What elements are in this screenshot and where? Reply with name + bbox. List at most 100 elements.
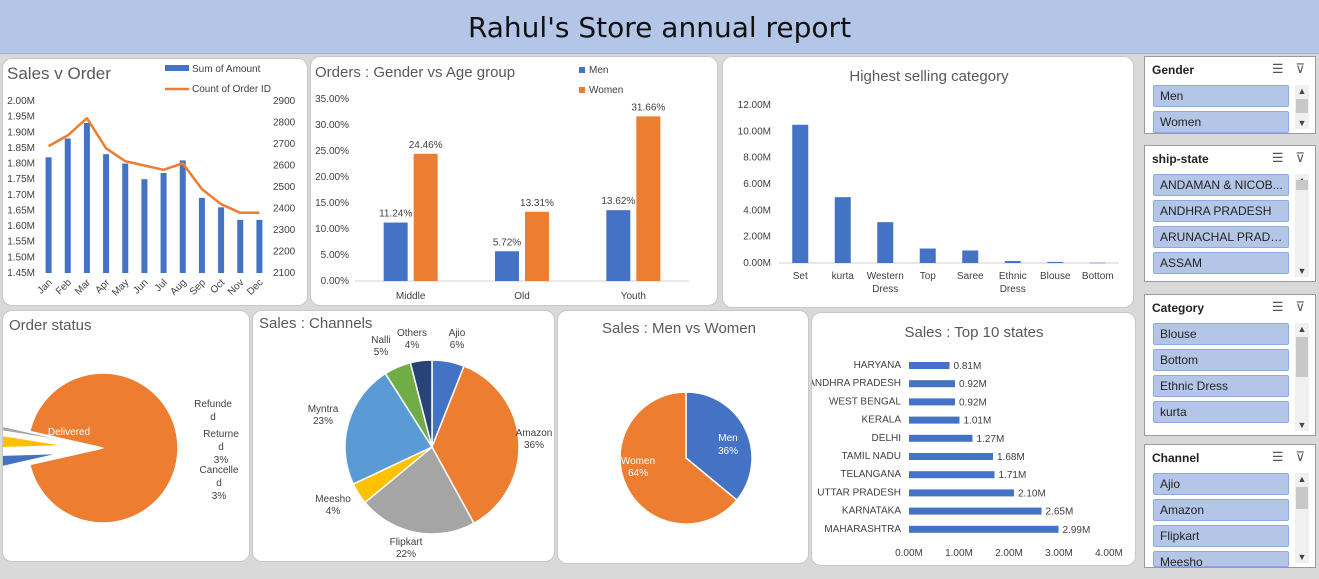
slicer-item[interactable]: Men bbox=[1153, 85, 1289, 107]
data-label: 31.66% bbox=[631, 102, 665, 113]
slicer-item[interactable]: Women bbox=[1153, 111, 1289, 133]
scroll-thumb[interactable] bbox=[1296, 487, 1308, 509]
y-tick: 25.00% bbox=[315, 146, 349, 157]
chart-title: Highest selling category bbox=[849, 68, 1009, 85]
clear-filter-icon[interactable]: ⊽ bbox=[1295, 150, 1305, 165]
slice-label-others: Others bbox=[397, 328, 427, 339]
gender-age-chart: Orders : Gender vs Age group Men Women 0.00… bbox=[310, 56, 718, 306]
chart-title: Orders : Gender vs Age group bbox=[315, 64, 515, 81]
slicer-toolbar: ☰ ⊽ bbox=[1260, 449, 1305, 465]
scroll-down-icon[interactable]: ▼ bbox=[1297, 266, 1307, 276]
slicer-title: ship-state bbox=[1152, 152, 1209, 166]
scroll-thumb[interactable] bbox=[1296, 99, 1308, 113]
slice-pct: 22% bbox=[396, 549, 416, 560]
clear-filter-icon[interactable]: ⊽ bbox=[1295, 299, 1305, 314]
clear-filter-icon[interactable]: ⊽ bbox=[1295, 449, 1305, 464]
slicer-item[interactable]: Amazon bbox=[1153, 499, 1289, 521]
clear-filter-icon[interactable]: ⊽ bbox=[1295, 61, 1305, 76]
bar-amount bbox=[122, 163, 129, 273]
x-tick: Dec bbox=[245, 277, 265, 297]
bar-state bbox=[909, 507, 1042, 515]
y-tick-left: 1.45M bbox=[7, 268, 35, 279]
legend-label-orders: Count of Order ID bbox=[192, 84, 271, 95]
report-title: Rahul's Store annual report bbox=[467, 11, 852, 44]
slice-label-myntra: Myntra bbox=[308, 404, 339, 415]
scroll-thumb[interactable] bbox=[1296, 180, 1308, 190]
slicer-item[interactable]: Ethnic Dress bbox=[1153, 375, 1289, 397]
slicer-item[interactable]: ARUNACHAL PRADESH bbox=[1153, 226, 1289, 248]
slicer-toolbar: ☰ ⊽ bbox=[1260, 299, 1305, 315]
scroll-up-icon[interactable]: ▲ bbox=[1297, 324, 1307, 334]
bar-amount bbox=[83, 122, 90, 274]
slicer-title: Channel bbox=[1152, 451, 1200, 465]
slice-label-flipkart: Flipkart bbox=[390, 537, 423, 548]
slicer-item[interactable]: Meesho bbox=[1153, 551, 1289, 567]
scroll-down-icon[interactable]: ▼ bbox=[1297, 118, 1307, 128]
scroll-down-icon[interactable]: ▼ bbox=[1297, 552, 1307, 562]
x-tick: Dress bbox=[1000, 284, 1026, 295]
y-tick-right: 2500 bbox=[273, 182, 296, 193]
pie-slice-refunded bbox=[3, 425, 76, 444]
multi-select-icon[interactable]: ☰ bbox=[1271, 150, 1284, 165]
slice-label-men: Men bbox=[718, 433, 737, 444]
slicer-item[interactable]: Bottom bbox=[1153, 349, 1289, 371]
y-tick-left: 1.95M bbox=[7, 112, 35, 123]
data-label: 13.62% bbox=[601, 196, 635, 207]
slicer-scrollbar[interactable]: ▲▼ bbox=[1295, 473, 1309, 563]
slicer-scrollbar[interactable]: ▲▼ bbox=[1295, 174, 1309, 277]
data-label: 13.31% bbox=[520, 198, 554, 209]
slicer-item[interactable]: Blouse bbox=[1153, 323, 1289, 345]
legend-label: Women bbox=[589, 85, 623, 96]
pie-slice-returned bbox=[3, 434, 68, 449]
slice-label: d bbox=[210, 412, 216, 423]
slicer-item[interactable]: ANDHRA PRADESH bbox=[1153, 200, 1289, 222]
multi-select-icon[interactable]: ☰ bbox=[1271, 449, 1284, 464]
category-chart: Highest selling category 0.00M 2.00M 4.00M 6… bbox=[722, 56, 1134, 308]
bar-women bbox=[636, 116, 661, 281]
scroll-up-icon[interactable]: ▲ bbox=[1297, 86, 1307, 96]
bar-men bbox=[606, 210, 631, 281]
y-tick-left: 1.50M bbox=[7, 252, 35, 263]
y-tick: 30.00% bbox=[315, 120, 349, 131]
scroll-up-icon[interactable]: ▲ bbox=[1297, 474, 1307, 484]
bar-men bbox=[495, 251, 519, 281]
x-tick: Mar bbox=[73, 277, 93, 297]
bar-men bbox=[383, 222, 408, 281]
channels-chart: Sales : Channels Ajio 6% Amazon 36% Flipkart 2… bbox=[252, 310, 555, 562]
y-tick-left: 1.85M bbox=[7, 143, 35, 154]
bar-category bbox=[919, 248, 936, 263]
slice-pct: 6% bbox=[450, 340, 465, 351]
x-tick: 4.00M bbox=[1095, 548, 1123, 559]
data-label: 0.92M bbox=[959, 397, 987, 408]
scroll-thumb[interactable] bbox=[1296, 337, 1308, 377]
slicer-item[interactable]: kurta bbox=[1153, 401, 1289, 423]
bar-state bbox=[909, 380, 955, 388]
pie-slice-amazon bbox=[431, 365, 520, 525]
slicer-item[interactable]: ASSAM bbox=[1153, 252, 1289, 274]
slicer-item[interactable]: ANDAMAN & NICOB... bbox=[1153, 174, 1289, 196]
multi-select-icon[interactable]: ☰ bbox=[1271, 61, 1284, 76]
slicer-title: Gender bbox=[1152, 63, 1195, 77]
y-tick-state: HARYANA bbox=[854, 360, 902, 371]
y-tick-state: KARNATAKA bbox=[842, 506, 901, 517]
y-tick-state: MAHARASHTRA bbox=[824, 524, 901, 535]
x-tick: Aug bbox=[169, 277, 189, 297]
slicer-item[interactable]: Flipkart bbox=[1153, 525, 1289, 547]
line-orders bbox=[47, 116, 260, 215]
x-tick: Feb bbox=[54, 277, 74, 297]
slicer-scrollbar[interactable]: ▲▼ bbox=[1295, 323, 1309, 431]
bar-state bbox=[909, 453, 993, 460]
report-banner: Rahul's Store annual report bbox=[0, 0, 1319, 54]
x-tick: Top bbox=[920, 271, 937, 282]
data-label: 5.72% bbox=[493, 237, 521, 248]
chart-title: Order status bbox=[9, 317, 92, 334]
slicer-scrollbar[interactable]: ▲▼ bbox=[1295, 85, 1309, 129]
slicer-item[interactable]: Ajio bbox=[1153, 473, 1289, 495]
slice-label: d bbox=[218, 442, 224, 453]
scroll-down-icon[interactable]: ▼ bbox=[1297, 420, 1307, 430]
data-label: 0.81M bbox=[954, 361, 982, 372]
multi-select-icon[interactable]: ☰ bbox=[1271, 299, 1284, 314]
y-tick-left: 2.00M bbox=[7, 96, 35, 107]
bar-state bbox=[909, 471, 995, 479]
x-tick: Oct bbox=[208, 277, 227, 296]
